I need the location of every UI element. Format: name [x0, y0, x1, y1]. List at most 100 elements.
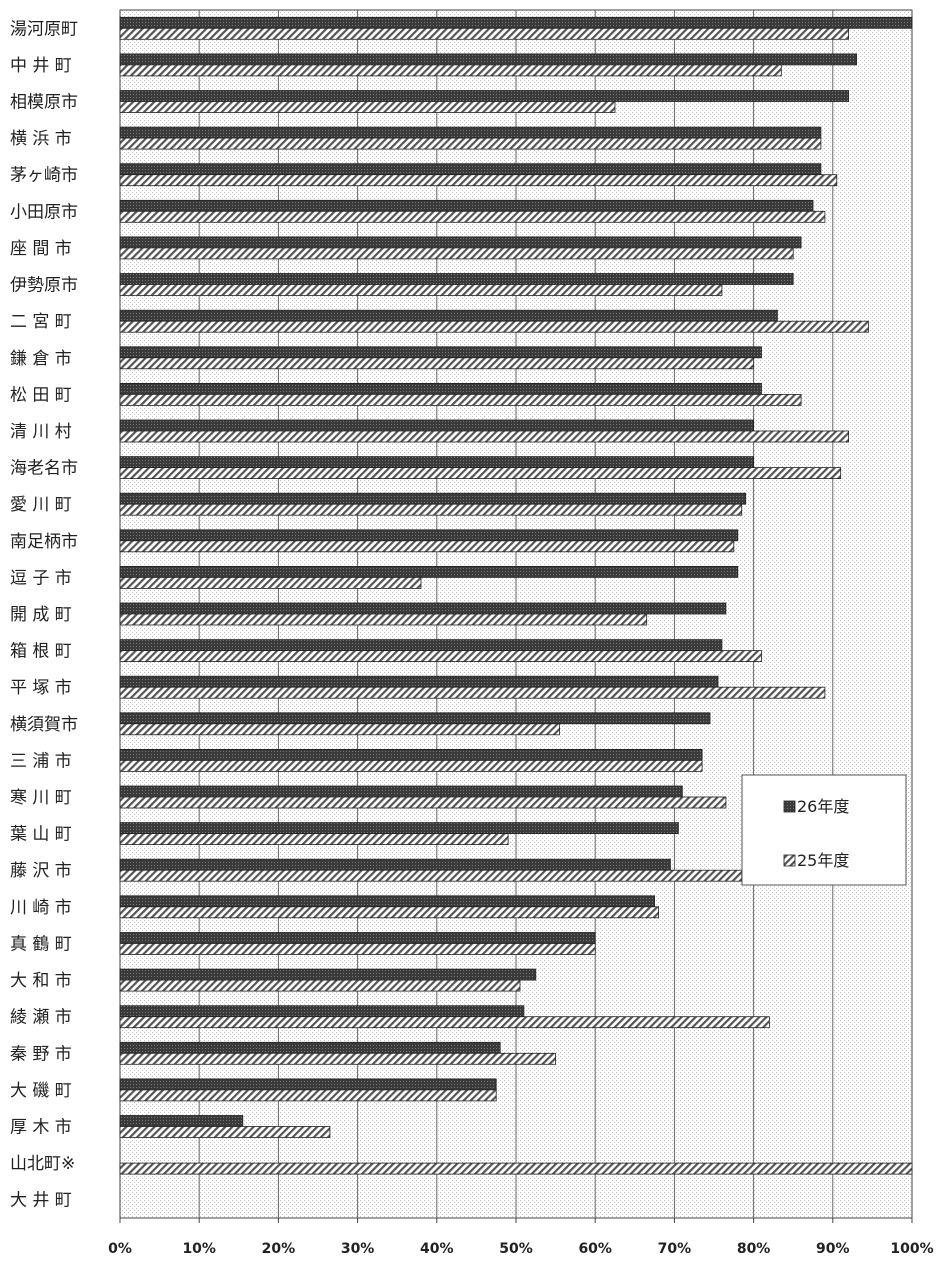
- bar-25-6: [119, 247, 794, 260]
- x-tick-label: 0%: [108, 1241, 132, 1257]
- bar-26-11: [119, 419, 754, 432]
- bar-25-13: [119, 503, 743, 516]
- bar-26-24: [119, 895, 655, 908]
- x-tick-label: 20%: [262, 1241, 296, 1257]
- bar-26-6: [119, 236, 802, 249]
- category-label: 逗 子 市: [10, 568, 72, 588]
- bar-25-16: [119, 613, 648, 626]
- bar-26-25: [119, 932, 596, 944]
- bar-25-11: [119, 430, 849, 443]
- x-tick-label: 60%: [578, 1241, 612, 1257]
- x-tick-label: 40%: [420, 1241, 454, 1257]
- category-label: 葉 山 町: [10, 825, 72, 845]
- bar-25-23: [119, 869, 743, 882]
- x-tick-label: 90%: [816, 1241, 850, 1257]
- bar-25-18: [119, 686, 826, 699]
- category-label: 平 塚 市: [10, 678, 72, 698]
- bar-25-24: [119, 906, 659, 919]
- category-label: 山北町※: [10, 1154, 75, 1174]
- category-label: 大 磯 町: [10, 1081, 72, 1101]
- x-axis-ticks: 0% 10% 20% 30% 40% 50% 60% 70% 80% 90% 100%: [108, 1218, 934, 1257]
- bar-25-1: [119, 64, 782, 77]
- x-tick-label: 80%: [737, 1241, 771, 1257]
- bar-25-15: [119, 577, 422, 589]
- category-label: 座 間 市: [10, 239, 72, 259]
- bar-25-3: [119, 137, 822, 150]
- bar-26-22: [119, 822, 679, 834]
- bar-25-29: [119, 1089, 497, 1102]
- bar-26-19: [119, 712, 711, 725]
- bar-25-7: [119, 284, 723, 296]
- legend-label-25: 25年度: [797, 851, 849, 870]
- bar-26-7: [119, 273, 794, 285]
- category-label: 小田原市: [10, 202, 78, 222]
- bar-26-10: [119, 382, 762, 395]
- category-label: 相模原市: [10, 93, 78, 113]
- category-label: 藤 沢 市: [10, 861, 72, 881]
- bar-26-15: [119, 566, 739, 578]
- bar-26-5: [119, 199, 814, 212]
- bar-25-31: [119, 1162, 913, 1175]
- bar-25-4: [119, 174, 838, 187]
- bar-26-4: [119, 163, 822, 176]
- bar-26-28: [119, 1041, 501, 1054]
- legend: 26年度 25年度: [741, 774, 907, 886]
- bar-26-1: [119, 53, 857, 66]
- x-tick-label: 100%: [890, 1241, 933, 1257]
- category-label: 中 井 町: [10, 56, 72, 76]
- bar-25-26: [119, 979, 521, 992]
- x-tick-label: 30%: [341, 1241, 375, 1257]
- bar-25-20: [119, 760, 703, 772]
- category-label: 松 田 町: [10, 385, 72, 405]
- bar-26-27: [119, 1005, 525, 1018]
- bar-26-8: [119, 309, 778, 322]
- bar-25-21: [119, 796, 727, 809]
- category-label: 川 崎 市: [10, 898, 72, 918]
- category-label: 大 和 市: [10, 971, 72, 991]
- bar-25-17: [119, 650, 762, 662]
- legend-box: [741, 774, 907, 886]
- bar-25-19: [119, 723, 561, 736]
- category-label: 横 浜 市: [10, 129, 72, 149]
- category-label: 箱 根 町: [10, 642, 72, 662]
- bar-26-3: [119, 126, 822, 139]
- legend-label-26: 26年度: [797, 797, 849, 816]
- category-label: 秦 野 市: [10, 1044, 72, 1064]
- bar-26-18: [119, 675, 719, 688]
- bar-26-30: [119, 1115, 244, 1127]
- category-label: 大 井 町: [10, 1191, 72, 1211]
- bars: [119, 16, 913, 1175]
- category-label: 横須賀市: [10, 715, 78, 735]
- legend-swatch-25: [783, 854, 796, 867]
- bar-25-12: [119, 467, 842, 480]
- bar-26-23: [119, 858, 671, 871]
- bar-25-10: [119, 393, 802, 406]
- category-label: 南足柄市: [10, 532, 78, 552]
- category-label: 鎌 倉 市: [10, 349, 72, 369]
- bar-25-22: [119, 833, 509, 845]
- bar-26-29: [119, 1078, 497, 1091]
- bar-25-5: [119, 210, 826, 223]
- bar-25-28: [119, 1052, 557, 1065]
- bar-25-9: [119, 357, 754, 370]
- category-label: 海老名市: [10, 459, 78, 479]
- category-label: 真 鶴 町: [10, 935, 72, 955]
- bar-26-16: [119, 602, 727, 615]
- category-label: 厚 木 市: [10, 1118, 72, 1138]
- category-label: 愛 川 町: [10, 495, 72, 515]
- x-tick-label: 10%: [182, 1241, 216, 1257]
- category-label: 綾 瀬 市: [10, 1008, 72, 1028]
- bar-26-13: [119, 492, 747, 505]
- category-label: 三 浦 市: [10, 751, 72, 771]
- legend-swatch-26: [783, 800, 796, 813]
- x-tick-label: 50%: [499, 1241, 533, 1257]
- bar-25-14: [119, 540, 735, 553]
- category-label: 湯河原町: [10, 19, 78, 39]
- bar-25-2: [119, 101, 616, 113]
- category-label: 清 川 村: [10, 422, 72, 442]
- bar-25-25: [119, 943, 596, 955]
- category-label: 開 成 町: [10, 605, 72, 625]
- bar-26-14: [119, 529, 739, 542]
